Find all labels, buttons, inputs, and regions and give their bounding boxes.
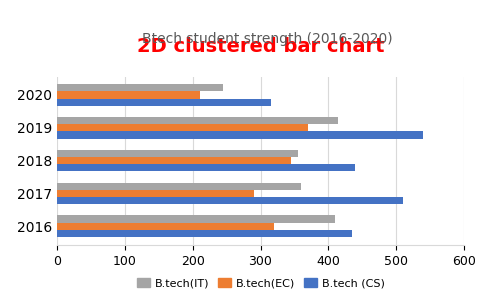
Bar <box>57 230 352 237</box>
Bar <box>57 99 271 106</box>
Bar <box>57 150 298 157</box>
Bar <box>57 124 308 132</box>
Bar <box>57 190 254 197</box>
Bar <box>57 197 402 204</box>
Bar <box>57 91 200 99</box>
Bar <box>57 164 355 171</box>
Bar <box>57 84 223 91</box>
Bar <box>57 117 338 124</box>
Bar <box>57 183 301 190</box>
Legend: B.tech(IT), B.tech(EC), B.tech (CS): B.tech(IT), B.tech(EC), B.tech (CS) <box>132 274 389 293</box>
Bar <box>57 157 291 164</box>
Bar <box>57 132 423 139</box>
Text: Btech student strength (2016-2020): Btech student strength (2016-2020) <box>142 32 393 46</box>
Title: 2D clustered bar chart: 2D clustered bar chart <box>137 36 384 55</box>
Bar <box>57 215 335 223</box>
Bar <box>57 223 274 230</box>
